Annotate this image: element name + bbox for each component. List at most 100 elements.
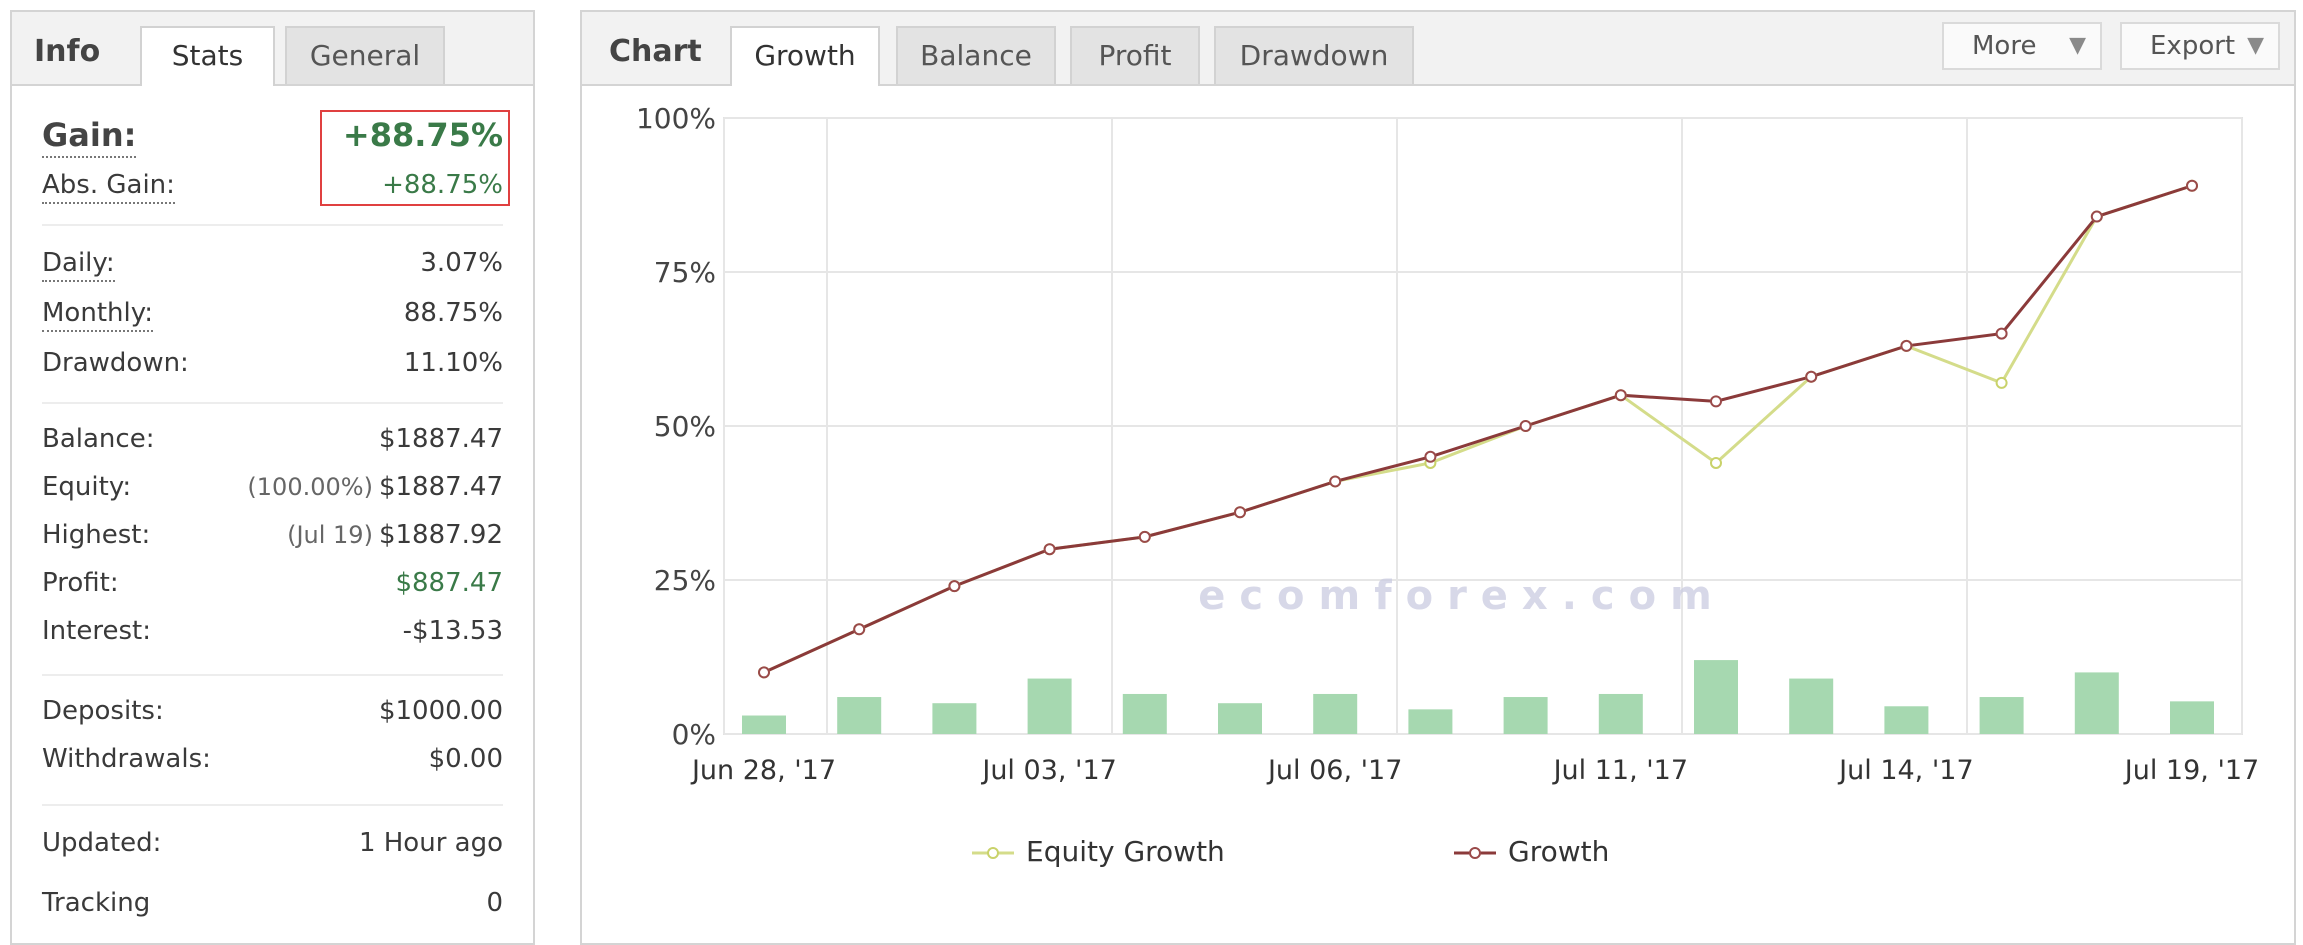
bar: [1313, 693, 1358, 734]
balance-label: Balance:: [42, 424, 155, 454]
drawdown-value: 11.10%: [403, 348, 503, 378]
updated-row: Updated: 1 Hour ago: [42, 828, 503, 868]
equity-value: $1887.47: [378, 472, 503, 502]
bar: [1027, 678, 1072, 734]
profit-value: $887.47: [395, 568, 503, 598]
equity-row: Equity: (100.00%) $1887.47: [42, 472, 503, 512]
daily-row: Daily: 3.07%: [42, 248, 503, 288]
daily-value: 3.07%: [420, 248, 503, 278]
legend-growth[interactable]: Growth: [1452, 832, 1609, 872]
growth-point: [1138, 530, 1151, 543]
growth-line: [763, 184, 2193, 674]
x-tick-label: Jul 11, '17: [1552, 755, 1688, 786]
chart-tabbar: Chart Growth Balance Profit Drawdown Mor…: [582, 12, 2294, 86]
tab-general[interactable]: General: [285, 26, 445, 84]
chart-title: Chart: [609, 34, 702, 69]
x-tick-label: Jul 14, '17: [1837, 755, 1973, 786]
divider: [42, 224, 503, 226]
bar: [1408, 709, 1453, 734]
tracking-value: 0: [486, 888, 503, 918]
updated-label: Updated:: [42, 828, 162, 858]
highest-value: $1887.92: [378, 520, 503, 550]
chevron-down-icon: ▼: [2069, 33, 2086, 58]
tab-balance[interactable]: Balance: [896, 26, 1056, 84]
tab-profit[interactable]: Profit: [1070, 26, 1200, 84]
y-tick-label: 100%: [636, 102, 716, 135]
monthly-row: Monthly: 88.75%: [42, 298, 503, 338]
equity-growth-legend-icon: [972, 847, 1014, 859]
abs-gain-row: Abs. Gain: +88.75%: [42, 170, 503, 210]
more-dropdown[interactable]: More ▼: [1942, 22, 2102, 70]
tab-drawdown[interactable]: Drawdown: [1214, 26, 1414, 84]
equity-growth-point: [1710, 456, 1722, 469]
growth-point: [1805, 370, 1818, 383]
balance-value: $1887.47: [378, 424, 503, 454]
tracking-label: Tracking: [42, 888, 151, 918]
growth-point: [1900, 339, 1913, 352]
legend-equity-growth-label: Equity Growth: [1026, 835, 1225, 868]
export-dropdown[interactable]: Export ▼: [2120, 22, 2280, 70]
chevron-down-icon: ▼: [2247, 33, 2264, 58]
drawdown-label: Drawdown:: [42, 348, 189, 378]
bar: [2170, 701, 2214, 734]
growth-point: [2186, 179, 2198, 192]
growth-point: [758, 666, 770, 679]
bar: [742, 715, 786, 734]
abs-gain-value: +88.75%: [382, 170, 503, 200]
growth-point: [1614, 389, 1627, 402]
bar: [1694, 660, 1738, 734]
tab-stats[interactable]: Stats: [140, 26, 275, 86]
bar: [1979, 697, 2024, 734]
gain-highlight-box: [320, 110, 510, 206]
y-tick-label: 50%: [654, 410, 716, 443]
deposits-label: Deposits:: [42, 696, 164, 726]
tab-growth[interactable]: Growth: [730, 26, 880, 86]
profit-row: Profit: $887.47: [42, 568, 503, 608]
deposits-value: $1000.00: [378, 696, 503, 726]
gain-label: Gain:: [42, 116, 137, 158]
divider: [42, 674, 503, 676]
bar: [1598, 693, 1643, 734]
growth-point: [948, 580, 961, 593]
growth-point: [1043, 543, 1056, 556]
gain-row: Gain: +88.75%: [42, 116, 503, 160]
growth-point: [1234, 506, 1246, 519]
y-tick-label: 25%: [654, 564, 716, 597]
x-tick-label: Jul 06, '17: [1266, 755, 1402, 786]
updated-value: 1 Hour ago: [358, 828, 503, 858]
growth-chart: 0% 25% 50% 75% 100% Jun 28, '17 Jul 03, '17 Jul…: [636, 102, 2259, 786]
growth-point: [1329, 475, 1342, 488]
bar: [1789, 678, 1834, 734]
interest-label: Interest:: [42, 616, 151, 646]
growth-point: [853, 623, 866, 636]
interest-row: Interest: -$13.53: [42, 616, 503, 656]
y-tick-label: 0%: [672, 718, 716, 751]
bar: [2074, 672, 2119, 734]
stats-panel: Info Stats General Gain: +88.75% Abs. Ga…: [10, 10, 535, 945]
equity-percent: (100.00%): [247, 473, 373, 501]
x-tick-label: Jun 28, '17: [690, 755, 836, 786]
growth-point: [1424, 450, 1437, 463]
y-tick-label: 75%: [654, 256, 716, 289]
legend-growth-label: Growth: [1508, 835, 1610, 868]
divider: [42, 804, 503, 806]
highest-row: Highest: (Jul 19) $1887.92: [42, 520, 503, 560]
withdrawals-label: Withdrawals:: [42, 744, 211, 774]
legend-equity-growth[interactable]: Equity Growth: [970, 832, 1225, 872]
growth-point: [1710, 395, 1722, 408]
deposits-row: Deposits: $1000.00: [42, 696, 503, 736]
stats-tabbar: Info Stats General: [12, 12, 533, 86]
growth-legend-icon: [1454, 847, 1496, 859]
bar: [1884, 706, 1929, 734]
bar: [932, 703, 977, 734]
export-label: Export: [2150, 31, 2236, 61]
abs-gain-label: Abs. Gain:: [42, 170, 175, 204]
withdrawals-row: Withdrawals: $0.00: [42, 744, 503, 784]
highest-date: (Jul 19): [287, 521, 373, 549]
profit-label: Profit:: [42, 568, 119, 598]
tracking-row: Tracking 0: [42, 888, 503, 928]
x-tick-label: Jul 19, '17: [2123, 755, 2259, 786]
bar: [1503, 697, 1548, 734]
interest-value: -$13.53: [402, 616, 503, 646]
bar: [837, 697, 882, 734]
